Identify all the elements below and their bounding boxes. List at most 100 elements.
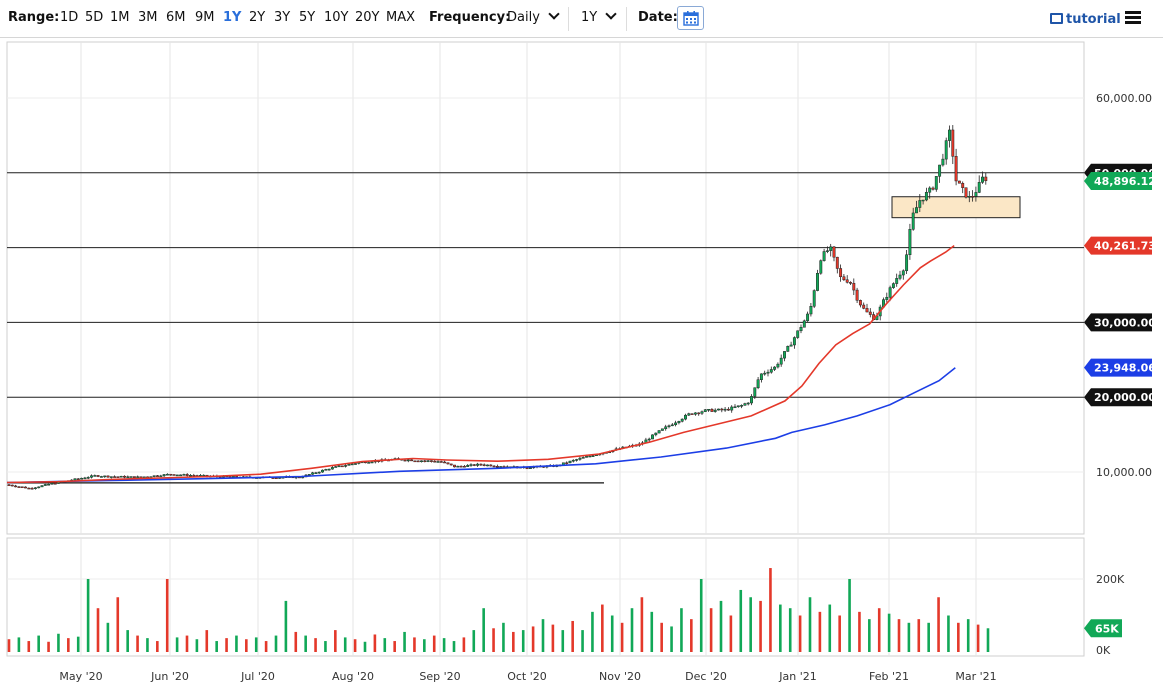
volume-bar: [452, 641, 456, 652]
last-price-tag-bg: [1084, 172, 1152, 191]
volume-bar: [531, 626, 535, 652]
candle-body: [710, 408, 714, 412]
tutorial-link[interactable]: tutorial: [1050, 12, 1121, 27]
candle-body: [717, 408, 720, 411]
candle-body: [479, 463, 483, 466]
candle-body: [667, 425, 671, 428]
volume-bar: [610, 615, 614, 652]
volume-bar: [76, 636, 80, 652]
frequency-select[interactable]: Daily: [507, 8, 560, 27]
period-select[interactable]: 1Y: [581, 8, 617, 27]
x-tick-label: Mar '21: [955, 670, 996, 683]
candle-body: [578, 457, 582, 460]
candle-body: [981, 176, 984, 183]
volume-bar: [86, 579, 90, 652]
candle-body: [162, 474, 166, 477]
range-button-1y[interactable]: 1Y: [223, 10, 242, 25]
volume-bar: [561, 630, 565, 652]
candle-body: [453, 464, 456, 468]
candle-body: [763, 372, 767, 375]
volume-bar: [818, 611, 822, 652]
candle-body: [723, 408, 727, 411]
candle-body: [489, 464, 493, 467]
candle-body: [113, 476, 117, 478]
volume-bar: [462, 637, 466, 652]
volume-bar: [156, 641, 159, 652]
x-tick-label: Aug '20: [332, 670, 374, 683]
volume-last-tag-text: 65K: [1095, 622, 1119, 635]
volume-bar: [175, 637, 179, 652]
ma-red-tag-bg: [1084, 236, 1152, 255]
candle-body: [416, 460, 420, 463]
volume-bar: [512, 631, 515, 652]
volume-pane: [6, 537, 1085, 657]
candle-body: [30, 487, 34, 490]
volume-bar: [581, 630, 584, 652]
range-button-5y[interactable]: 5Y: [299, 10, 316, 25]
range-button-max[interactable]: MAX: [386, 10, 416, 25]
volume-bar: [897, 619, 901, 652]
candle-body: [324, 469, 328, 471]
frequency-value: Daily: [507, 10, 540, 25]
range-button-1d[interactable]: 1D: [60, 10, 79, 25]
candle-body: [129, 476, 133, 478]
candle-body: [746, 402, 750, 405]
volume-bar: [274, 635, 278, 652]
range-button-20y[interactable]: 20Y: [355, 10, 380, 25]
candle-body: [779, 357, 783, 365]
candle-body: [822, 251, 826, 261]
hamburger-menu-icon[interactable]: [1125, 11, 1141, 25]
candle-body: [433, 460, 437, 463]
range-button-5d[interactable]: 5D: [85, 10, 104, 25]
volume-bar: [927, 622, 930, 652]
candle-body: [888, 287, 892, 298]
candle-body: [17, 486, 21, 488]
candle-body: [918, 200, 922, 208]
candle-body: [750, 396, 753, 404]
range-button-1m[interactable]: 1M: [110, 10, 130, 25]
candle-body: [852, 282, 856, 291]
volume-bar: [393, 641, 396, 652]
volume-bar: [492, 628, 495, 652]
volume-bar: [759, 600, 762, 652]
level-tag-30000: 30,000.00: [1084, 313, 1156, 332]
candle-body: [895, 278, 899, 284]
candle-body: [344, 465, 348, 467]
date-picker-button[interactable]: [677, 6, 704, 30]
volume-bar: [343, 637, 347, 652]
candle-body: [307, 474, 311, 476]
x-tick-label: Jan '21: [778, 670, 816, 683]
candle-body: [459, 465, 463, 468]
candle-body: [703, 409, 707, 412]
candle-body: [446, 462, 450, 465]
range-button-3y[interactable]: 3Y: [274, 10, 291, 25]
range-button-9m[interactable]: 9M: [195, 10, 215, 25]
candle-body: [192, 475, 196, 477]
candle-body: [109, 476, 113, 478]
candle-body: [426, 460, 430, 462]
volume-bar: [235, 635, 238, 652]
candle-body: [898, 274, 902, 279]
toolbar: Range: 1D 5D 1M 3M 6M 9M 1Y 2Y 3Y 5Y 10Y 20Y MAX Fre…: [0, 0, 1163, 38]
range-button-10y[interactable]: 10Y: [324, 10, 349, 25]
volume-bar: [67, 638, 70, 652]
candle-body: [492, 465, 496, 468]
candle-body: [776, 363, 780, 368]
range-button-3m[interactable]: 3M: [138, 10, 158, 25]
volume-bar: [709, 608, 713, 652]
volume-bar: [591, 611, 594, 652]
candle-body: [654, 432, 658, 436]
candle-body: [690, 413, 694, 415]
range-button-6m[interactable]: 6M: [166, 10, 186, 25]
range-button-2y[interactable]: 2Y: [249, 10, 266, 25]
volume-bar: [413, 637, 416, 652]
candle-body: [575, 459, 579, 461]
candle-body: [928, 187, 932, 193]
volume-bar: [630, 608, 634, 652]
candle-body: [80, 477, 84, 480]
volume-bar: [877, 608, 881, 652]
candle-body: [905, 254, 909, 272]
candle-body: [707, 408, 711, 411]
price-chart[interactable]: May '20 Jun '20 Jul '20 Aug '20 Sep '20 Oct '…: [0, 38, 1163, 700]
volume-bar: [423, 639, 426, 652]
